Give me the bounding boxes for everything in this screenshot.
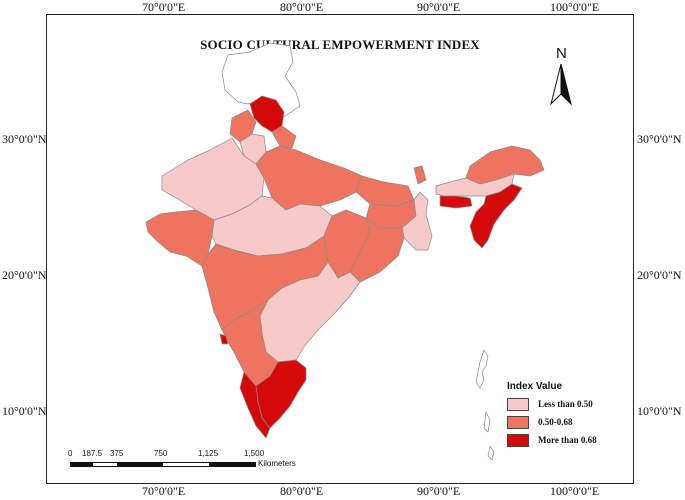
region-west-bengal	[401, 191, 433, 251]
lon-label-90-bottom: 90°0'0"E	[417, 484, 461, 498]
lat-label-20-right: 20°0'0"N	[637, 268, 682, 282]
lon-label-70-bottom: 70°0'0"E	[142, 484, 186, 498]
scale-tick-label: 375	[110, 449, 124, 458]
region-meghalaya	[439, 195, 473, 209]
legend-label-low: Less than 0.50	[538, 399, 593, 409]
lat-label-20-left: 20°0'0"N	[2, 268, 47, 282]
lon-label-80-top: 80°0'0"E	[280, 0, 324, 14]
lon-label-100-top: 100°0'0"E	[550, 0, 600, 14]
scale-tick-label: 750	[154, 449, 168, 458]
region-jammu-kashmir	[221, 42, 301, 119]
region-uttar-pradesh	[255, 145, 363, 211]
scale-tick-label: 0	[68, 449, 73, 458]
scale-tick-label: 1,125	[198, 449, 219, 458]
scale-tick-label: 1,500	[244, 449, 265, 458]
scale-bar-units: Kilometers	[258, 459, 296, 468]
legend-swatch-high	[507, 433, 529, 447]
legend-swatch-low	[507, 397, 529, 411]
legend-label-mid: 0.50-0.68	[538, 417, 573, 427]
lon-label-80-bottom: 80°0'0"E	[280, 484, 324, 498]
legend-title: Index Value	[507, 381, 563, 392]
north-label: N	[556, 45, 567, 62]
scale-tick-label: 187.5	[82, 449, 103, 458]
lat-label-30-left: 30°0'0"N	[2, 132, 47, 146]
region-uttarakhand	[271, 125, 297, 149]
region-northeast-high	[469, 183, 523, 249]
region-karnataka	[221, 299, 279, 387]
region-bihar	[355, 175, 415, 207]
legend-swatch-mid	[507, 415, 529, 429]
region-andaman-nicobar	[475, 349, 495, 461]
scale-bar-segments	[70, 462, 256, 467]
lon-label-90-top: 90°0'0"E	[417, 0, 461, 14]
lon-label-100-bottom: 100°0'0"E	[550, 484, 600, 498]
region-sikkim	[413, 165, 427, 185]
legend-item-mid: 0.50-0.68	[507, 413, 597, 431]
lon-label-70-top: 70°0'0"E	[142, 0, 186, 14]
region-goa	[219, 333, 229, 345]
region-kerala	[239, 371, 271, 439]
legend-label-high: More than 0.68	[538, 435, 597, 445]
lat-label-10-right: 10°0'0"N	[637, 404, 682, 418]
legend-item-low: Less than 0.50	[507, 395, 597, 413]
region-odisha	[349, 217, 405, 283]
region-gujarat	[145, 209, 215, 267]
legend-item-high: More than 0.68	[507, 431, 597, 449]
lat-label-30-right: 30°0'0"N	[637, 132, 682, 146]
north-arrow-icon	[550, 63, 572, 106]
lat-label-10-left: 10°0'0"N	[2, 404, 47, 418]
legend: Index Value Less than 0.50 0.50-0.68 Mor…	[507, 381, 597, 449]
